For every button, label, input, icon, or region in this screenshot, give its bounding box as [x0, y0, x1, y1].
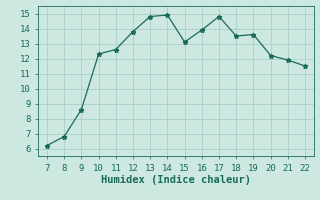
- X-axis label: Humidex (Indice chaleur): Humidex (Indice chaleur): [101, 175, 251, 185]
